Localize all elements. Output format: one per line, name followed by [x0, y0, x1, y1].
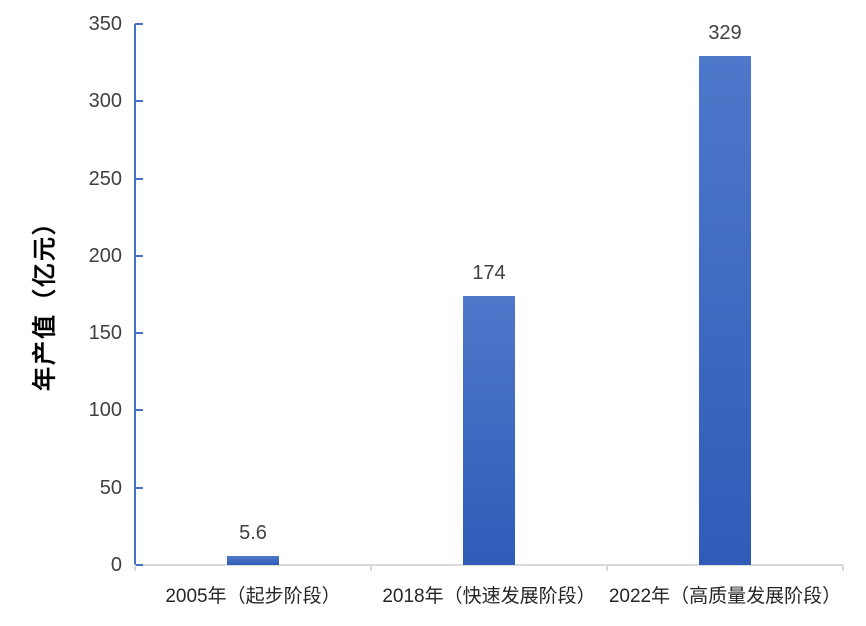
- x-category-label: 2005年（起步阶段）: [165, 586, 341, 607]
- plot-area: 5.6 174 329: [134, 22, 844, 571]
- y-axis-tick: [135, 409, 143, 412]
- y-tick-label: 350: [88, 13, 122, 35]
- x-axis-tick: [606, 565, 608, 571]
- y-axis-tick: [135, 254, 143, 257]
- bar: [699, 56, 751, 565]
- y-axis-tick: [135, 332, 143, 335]
- y-axis-tick-labels: 0 50 100 150 200 250 300 350: [0, 14, 122, 575]
- x-category-label: 2018年（快速发展阶段）: [382, 586, 596, 607]
- bar: [463, 296, 515, 565]
- y-axis-tick: [135, 23, 143, 25]
- y-tick-label: 100: [88, 399, 122, 422]
- y-tick-label: 250: [88, 167, 122, 190]
- x-axis-category-labels: 2005年（起步阶段） 2018年（快速发展阶段） 2022年（高质量发展阶段）: [135, 584, 843, 610]
- y-tick-label: 200: [88, 244, 122, 267]
- bar-value-label: 174: [472, 262, 506, 285]
- bar-value-label: 5.6: [239, 522, 267, 545]
- x-axis-tick: [134, 565, 136, 571]
- bar-value-label: 329: [708, 22, 742, 45]
- y-axis-tick: [135, 177, 143, 180]
- y-tick-label: 150: [88, 322, 122, 345]
- y-axis-tick: [135, 486, 143, 489]
- bar: [227, 556, 279, 565]
- x-axis-tick: [370, 565, 372, 571]
- x-axis-line: [134, 564, 843, 566]
- y-tick-label: 0: [110, 554, 122, 576]
- x-category-label: 2022年（高质量发展阶段）: [608, 586, 842, 607]
- y-tick-label: 50: [99, 476, 122, 499]
- y-axis-line: [134, 24, 136, 566]
- y-tick-label: 300: [88, 90, 122, 113]
- y-axis-tick: [135, 564, 143, 566]
- y-axis-tick: [135, 100, 143, 103]
- x-axis-tick: [842, 565, 844, 571]
